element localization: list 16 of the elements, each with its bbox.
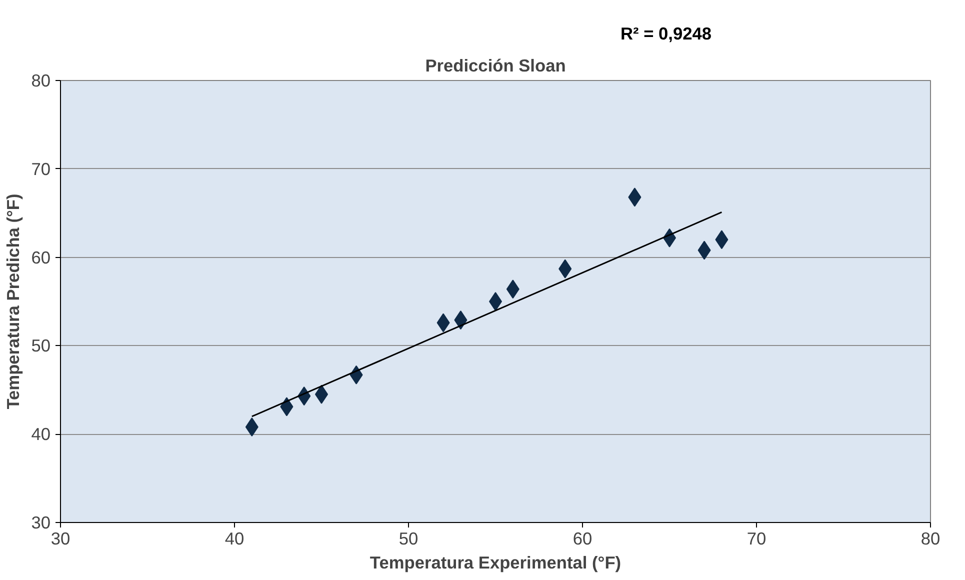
- y-tick-label: 40: [31, 424, 51, 444]
- y-tick-label: 70: [31, 158, 51, 179]
- y-axis-title: Temperatura Predicha (°F): [3, 194, 24, 410]
- x-axis-title: Temperatura Experimental (°F): [370, 552, 622, 572]
- y-tick-label: 30: [31, 512, 51, 532]
- y-tick-label: 50: [31, 336, 51, 356]
- chart-title: Predicción Sloan: [425, 56, 566, 76]
- y-tick-label: 80: [31, 70, 51, 90]
- text: R² = 0,9248: [620, 24, 712, 44]
- x-tick-label: 80: [920, 528, 940, 548]
- x-tick-label: 40: [224, 528, 244, 548]
- x-tick-label: 70: [746, 528, 766, 548]
- x-tick-label: 60: [572, 528, 592, 548]
- y-tick-label: 60: [31, 247, 51, 268]
- x-tick-label: 30: [50, 528, 70, 548]
- x-tick-label: 50: [398, 528, 418, 548]
